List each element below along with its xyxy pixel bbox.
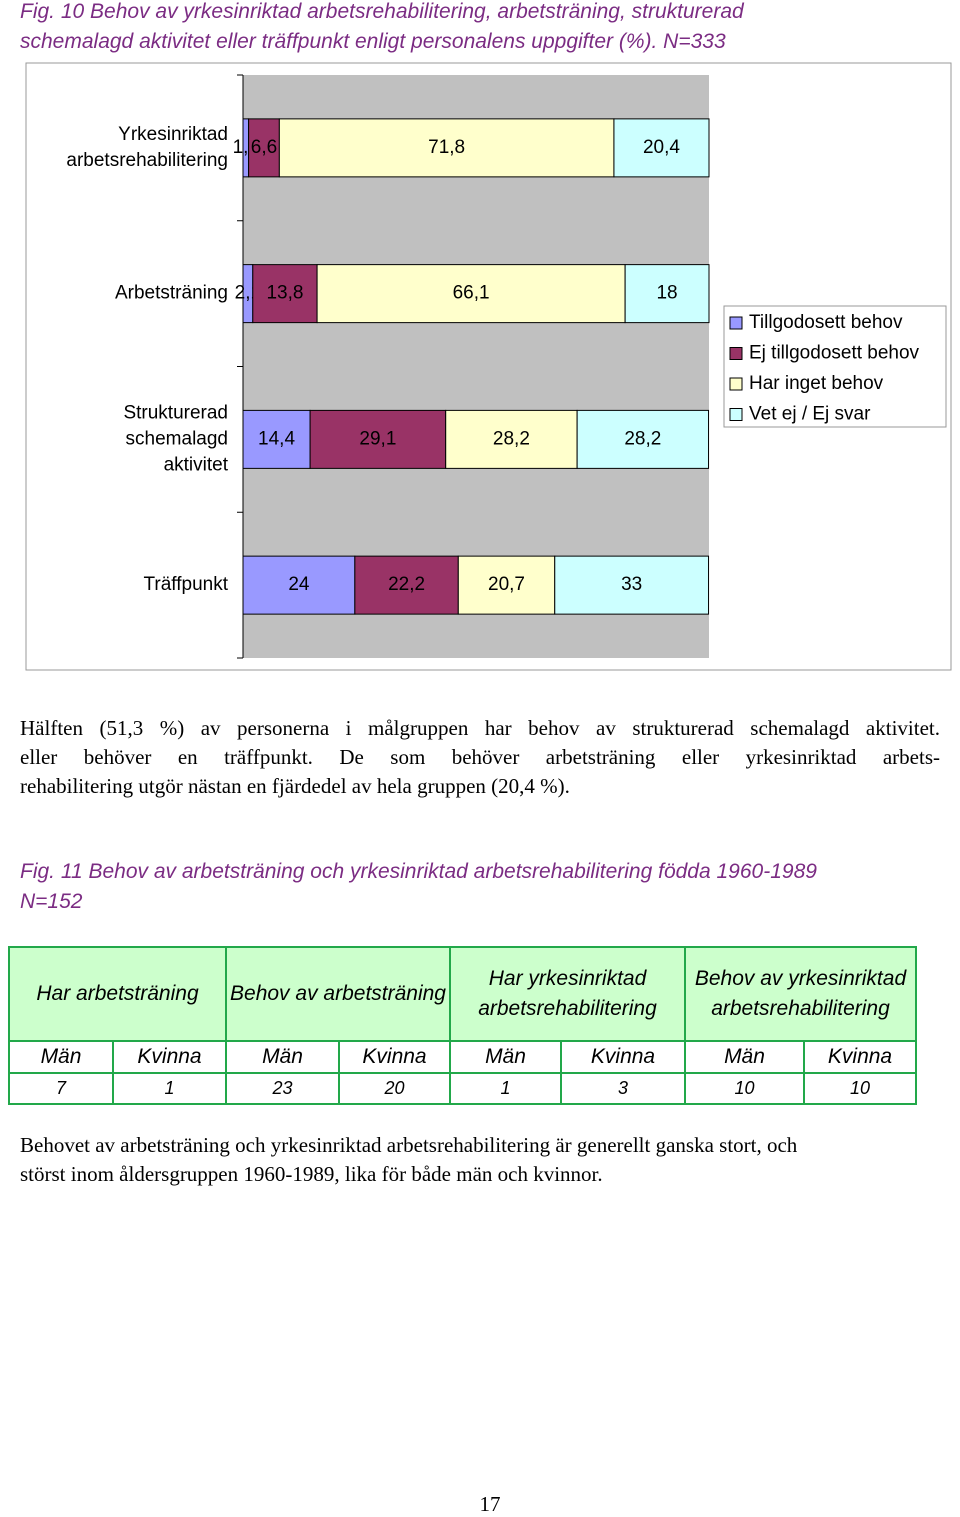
category-label: Träffpunkt bbox=[144, 574, 229, 595]
subheader-cell: Kvinna bbox=[803, 1040, 917, 1074]
data-label: 28,2 bbox=[624, 428, 661, 449]
value-cell: 1 bbox=[112, 1072, 227, 1105]
value-cell: 10 bbox=[684, 1072, 805, 1105]
caption-line: Fig. 10 Behov av yrkesinriktad arbetsreh… bbox=[20, 0, 744, 23]
text-line: Hälften (51,3 %) av personerna i målgrup… bbox=[20, 716, 940, 740]
data-label: 33 bbox=[621, 574, 642, 595]
bar-segment bbox=[252, 264, 318, 324]
value-row: 7 1 23 20 1 3 10 10 bbox=[8, 1072, 917, 1105]
value-cell: 1 bbox=[449, 1072, 562, 1105]
bar-segment bbox=[624, 264, 710, 324]
value-cell: 3 bbox=[560, 1072, 686, 1105]
legend-box bbox=[723, 305, 947, 428]
bar-segment bbox=[554, 555, 710, 615]
legend-swatch bbox=[729, 316, 743, 330]
category-label: Yrkesinriktad arbetsrehabilitering bbox=[66, 124, 228, 171]
subheader-cell: Kvinna bbox=[338, 1040, 451, 1074]
legend-label: Vet ej / Ej svar bbox=[749, 404, 871, 425]
text-line: rehabilitering utgör nästan en fjärdedel… bbox=[20, 774, 570, 798]
bar-segment bbox=[613, 118, 710, 178]
bar-segment bbox=[309, 409, 447, 469]
bar-segment bbox=[278, 118, 615, 178]
category-label: Arbetsträning bbox=[115, 283, 228, 304]
table: Har arbetsträning Behov av arbetsträning… bbox=[8, 946, 917, 1105]
data-label: 71,8 bbox=[428, 137, 465, 158]
bar-segment bbox=[242, 555, 356, 615]
data-label: 13,8 bbox=[266, 283, 303, 304]
legend-label: Ej tillgodosett behov bbox=[749, 343, 920, 364]
text-line: Behovet av arbetsträning och yrkesinrikt… bbox=[20, 1133, 798, 1157]
figure-caption: Fig. 11 Behov av arbetsträning och yrkes… bbox=[20, 857, 817, 917]
value-cell: 7 bbox=[8, 1072, 114, 1105]
data-label: 66,1 bbox=[453, 283, 490, 304]
figure-caption: Fig. 10 Behov av yrkesinriktad arbetsreh… bbox=[20, 0, 744, 57]
legend-swatch bbox=[729, 377, 743, 391]
paragraph: Behovet av arbetsträning och yrkesinrikt… bbox=[20, 1131, 940, 1189]
subheader-cell: Män bbox=[225, 1040, 340, 1074]
subheader-cell: Kvinna bbox=[560, 1040, 686, 1074]
value-cell: 10 bbox=[803, 1072, 917, 1105]
bar-segment bbox=[316, 264, 626, 324]
data-label: 18 bbox=[656, 283, 677, 304]
legend-swatch bbox=[729, 347, 743, 360]
bar-segment bbox=[445, 409, 578, 469]
subheader-cell: Män bbox=[8, 1040, 114, 1074]
text-line: störst inom åldersgruppen 1960-1989, lik… bbox=[20, 1162, 603, 1186]
header-cell: Behov av yrkesinriktad arbetsrehabiliter… bbox=[684, 946, 917, 1042]
value-cell: 23 bbox=[225, 1072, 340, 1105]
header-cell: Har yrkesinriktad arbetsrehabilitering bbox=[449, 946, 686, 1042]
data-label: 22,2 bbox=[388, 574, 425, 595]
value-cell: 20 bbox=[338, 1072, 451, 1105]
bar-segment bbox=[248, 118, 280, 178]
bar-segment bbox=[354, 555, 459, 615]
header-cell: Behov av arbetsträning bbox=[225, 946, 451, 1042]
category-label: Strukturerad schemalagd aktivitet bbox=[123, 402, 228, 475]
data-label: 24 bbox=[288, 574, 310, 595]
bar-segment bbox=[242, 409, 311, 469]
paragraph: Hälften (51,3 %) av personerna i målgrup… bbox=[20, 714, 940, 801]
page-number: 17 bbox=[479, 1492, 501, 1516]
data-label: 29,1 bbox=[359, 428, 396, 449]
header-cell: Har arbetsträning bbox=[8, 946, 227, 1042]
legend-swatch bbox=[729, 408, 743, 421]
text-line: eller behöver en träffpunkt. De som behö… bbox=[20, 745, 940, 769]
subheader-row: Män Kvinna Män Kvinna Män Kvinna Män Kvinna bbox=[8, 1040, 917, 1074]
bar-segment bbox=[457, 555, 556, 615]
caption-line: Fig. 11 Behov av arbetsträning och yrkes… bbox=[20, 860, 817, 883]
caption-line: N=152 bbox=[20, 890, 83, 913]
data-label: 20,4 bbox=[643, 137, 680, 158]
data-label: 20,7 bbox=[488, 574, 525, 595]
header-row: Har arbetsträning Behov av arbetsträning… bbox=[8, 946, 917, 1042]
data-label: 14,4 bbox=[258, 428, 295, 449]
legend-label: Tillgodosett behov bbox=[749, 312, 903, 333]
bar-segment bbox=[576, 409, 710, 469]
subheader-cell: Män bbox=[684, 1040, 805, 1074]
data-label: 6,6 bbox=[251, 137, 277, 158]
caption-line: schemalagd aktivitet eller träffpunkt en… bbox=[20, 30, 726, 53]
data-label: 28,2 bbox=[493, 428, 530, 449]
legend-label: Har inget behov bbox=[749, 373, 884, 394]
subheader-cell: Kvinna bbox=[112, 1040, 227, 1074]
subheader-cell: Män bbox=[449, 1040, 562, 1074]
